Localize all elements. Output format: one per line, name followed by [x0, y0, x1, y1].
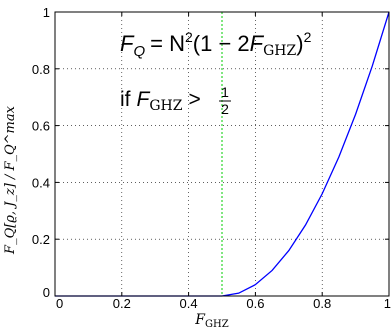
y-tick-label: 0.2 [32, 232, 50, 247]
x-tick-label: 0.6 [246, 296, 264, 311]
y-tick-label: 1 [43, 5, 50, 20]
axis-ticks: 0 0.2 0.4 0.6 0.8 1 0 0.2 0.4 0.6 0.8 1 [32, 5, 391, 311]
y-tick-label: 0 [43, 285, 50, 300]
y-axis-label: F_Q[ϱ, J_z] / F_Q^max [3, 105, 18, 255]
x-tick-label: 0.4 [180, 296, 198, 311]
y-tick-label: 0.4 [32, 175, 50, 190]
formula-annotation: FQ = N2(1 − 2FGHZ)2 [120, 29, 312, 60]
x-tick-label: 1 [384, 296, 391, 311]
y-tick-label: 0.6 [32, 119, 50, 134]
x-tick-label: 0.8 [313, 296, 331, 311]
x-axis-label: FGHZ [194, 312, 228, 328]
x-tick-label: 0 [56, 296, 63, 311]
condition-fraction-numerator: 1 [221, 84, 229, 100]
x-tick-label: 0.2 [113, 296, 131, 311]
plot-frame [54, 11, 390, 297]
condition-fraction-denominator: 2 [221, 101, 229, 117]
grid-lines [55, 12, 389, 296]
y-tick-label: 0.8 [32, 62, 50, 77]
condition-annotation: if FGHZ > [120, 88, 201, 114]
